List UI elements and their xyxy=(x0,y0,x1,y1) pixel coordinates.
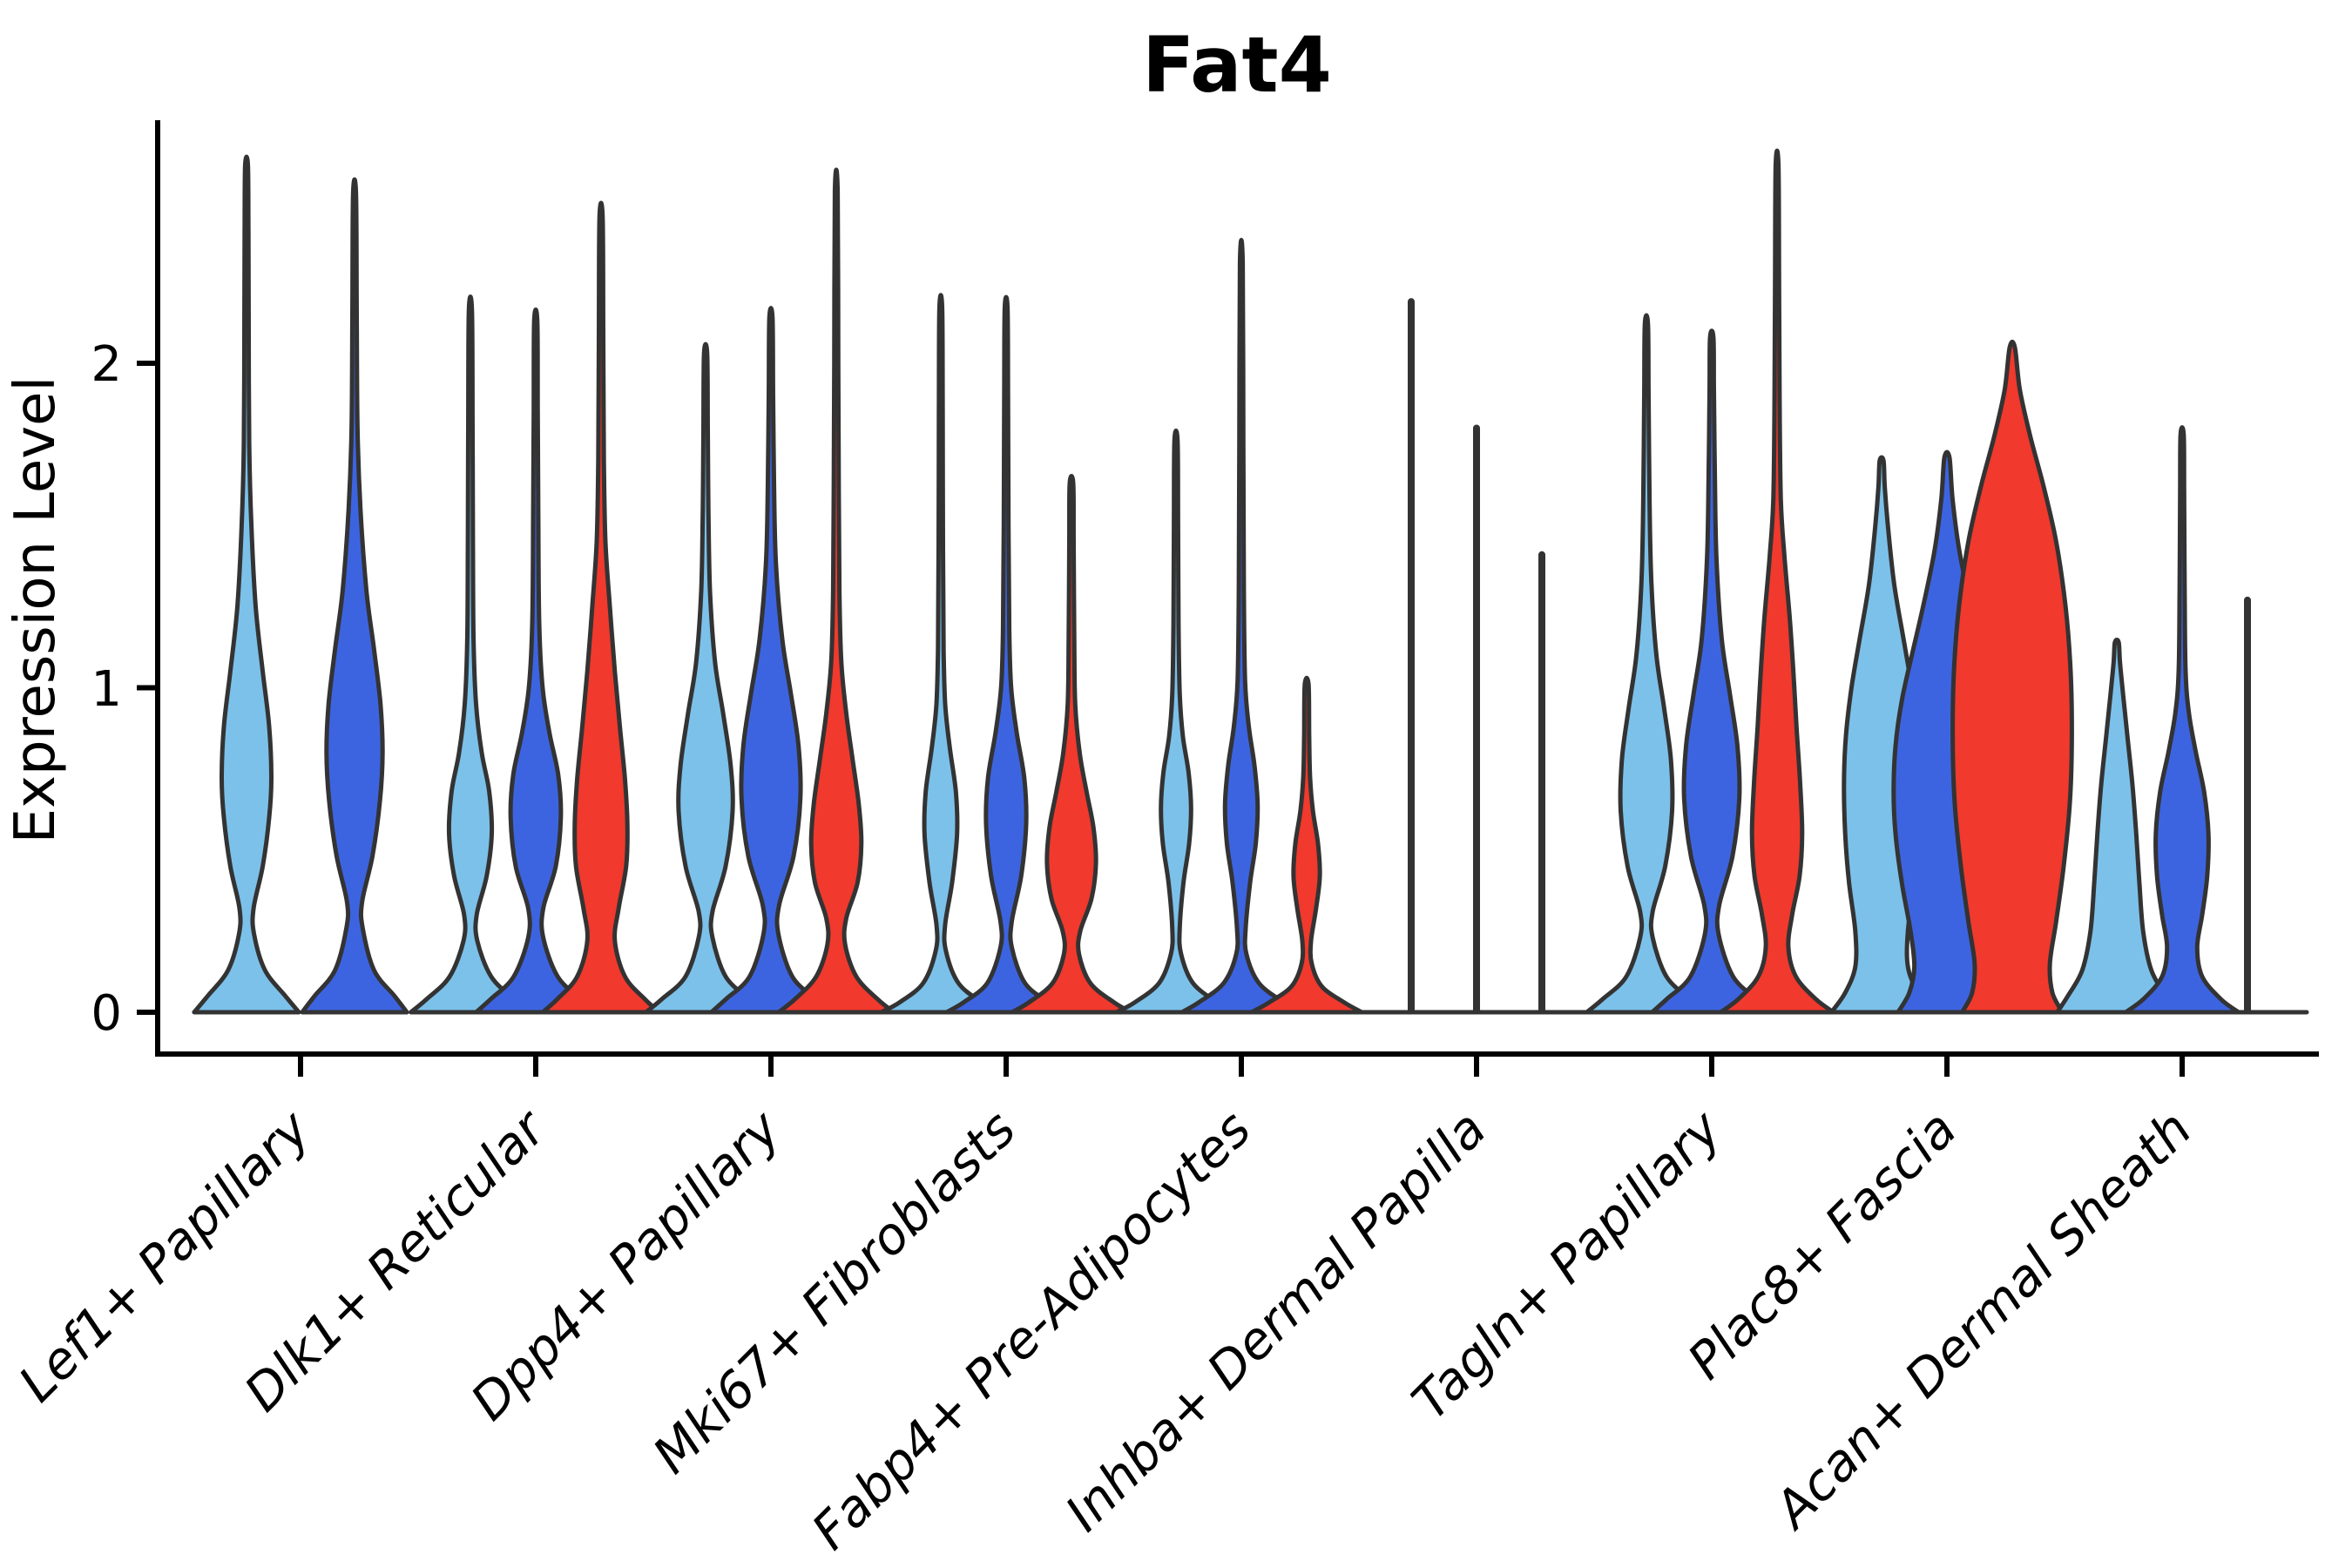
violin-lightblue xyxy=(644,341,767,1015)
axes-layer xyxy=(137,120,2319,1077)
violin-darkblue xyxy=(944,294,1068,1015)
violin-red xyxy=(1249,675,1364,1015)
violin-lightblue xyxy=(2055,638,2179,1015)
violin-darkblue xyxy=(474,308,598,1015)
violin-darkblue xyxy=(1179,238,1303,1015)
violin-red xyxy=(1010,473,1133,1015)
violin-lightblue xyxy=(192,154,301,1015)
y-tick-label-0: 0 xyxy=(91,985,122,1042)
y-tick-label-2: 2 xyxy=(91,336,122,393)
violin-red xyxy=(1718,148,1836,1015)
violin-darkblue xyxy=(709,306,833,1015)
violin-lightblue xyxy=(409,294,532,1015)
violin-darkblue xyxy=(1650,328,1774,1015)
violin-darkblue xyxy=(300,177,409,1015)
violin-red xyxy=(776,167,896,1015)
x-tick-label: Fabp4+ Pre-Adipocytes xyxy=(801,1099,1262,1561)
y-tick-labels: 0 1 2 xyxy=(91,336,122,1042)
x-tick-label: Inhba+ Dermal Papilla xyxy=(1054,1099,1497,1543)
violin-lightblue xyxy=(1114,428,1238,1015)
violin-darkblue xyxy=(2123,425,2241,1015)
x-tick-label: Acan+ Dermal Sheath xyxy=(1761,1099,2203,1542)
violin-red xyxy=(1950,339,2074,1015)
y-axis-label: Expression Level xyxy=(3,376,68,844)
violin-lightblue xyxy=(879,293,1003,1015)
y-tick-label-1: 1 xyxy=(91,661,122,718)
violins-layer xyxy=(192,148,2309,1015)
violin-lightblue xyxy=(1585,313,1708,1015)
violin-red xyxy=(540,200,662,1015)
chart-title: Fat4 xyxy=(1142,20,1332,110)
